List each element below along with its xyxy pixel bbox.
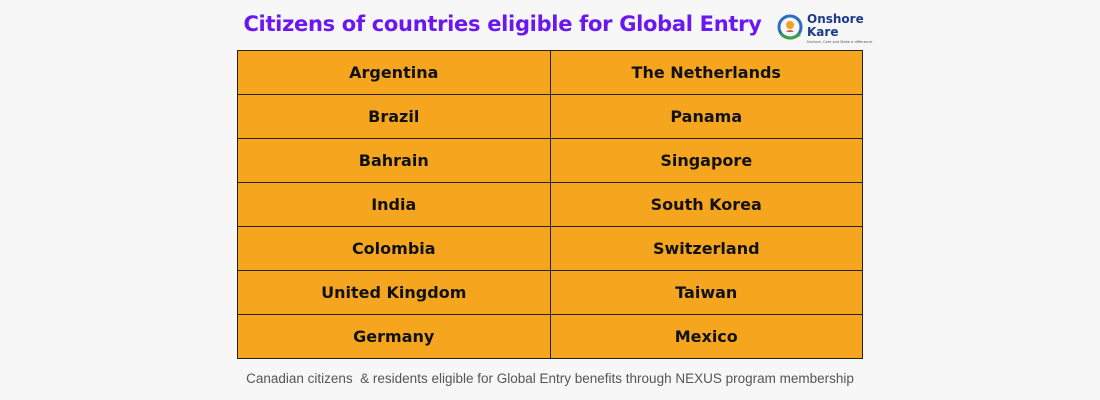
country-cell: United Kingdom — [237, 270, 551, 315]
logo-wordmark: Onshore Kare — [807, 13, 864, 39]
onshore-kare-logo-icon — [777, 14, 803, 40]
table-row: Germany Mexico — [237, 314, 863, 359]
table-row: Argentina The Netherlands — [237, 50, 863, 95]
country-cell: Germany — [237, 314, 551, 359]
table-row: Brazil Panama — [237, 94, 863, 139]
country-cell: Switzerland — [549, 226, 863, 271]
country-cell: Brazil — [237, 94, 551, 139]
table-row: India South Korea — [237, 182, 863, 227]
logo-tagline: Nurture, Care and Make a difference — [807, 40, 873, 44]
country-cell: Mexico — [549, 314, 863, 359]
table-row: United Kingdom Taiwan — [237, 270, 863, 315]
logo-line-1: Onshore — [807, 12, 864, 26]
country-cell: Bahrain — [237, 138, 551, 183]
countries-table: Argentina The Netherlands Brazil Panama Bahr… — [237, 50, 863, 359]
table-row: Bahrain Singapore — [237, 138, 863, 183]
country-cell: Singapore — [549, 138, 863, 183]
country-cell: The Netherlands — [549, 50, 863, 95]
table-row: Colombia Switzerland — [237, 226, 863, 271]
country-cell: India — [237, 182, 551, 227]
country-cell: Argentina — [237, 50, 551, 95]
footer-note: Canadian citizens & residents eligible f… — [246, 371, 854, 386]
country-cell: Panama — [549, 94, 863, 139]
country-cell: Colombia — [237, 226, 551, 271]
brand-logo: Onshore Kare Nurture, Care and Make a di… — [776, 10, 873, 48]
page-title: Citizens of countries eligible for Globa… — [243, 12, 762, 36]
country-cell: South Korea — [549, 182, 863, 227]
country-cell: Taiwan — [549, 270, 863, 315]
logo-line-2: Kare — [807, 25, 839, 39]
